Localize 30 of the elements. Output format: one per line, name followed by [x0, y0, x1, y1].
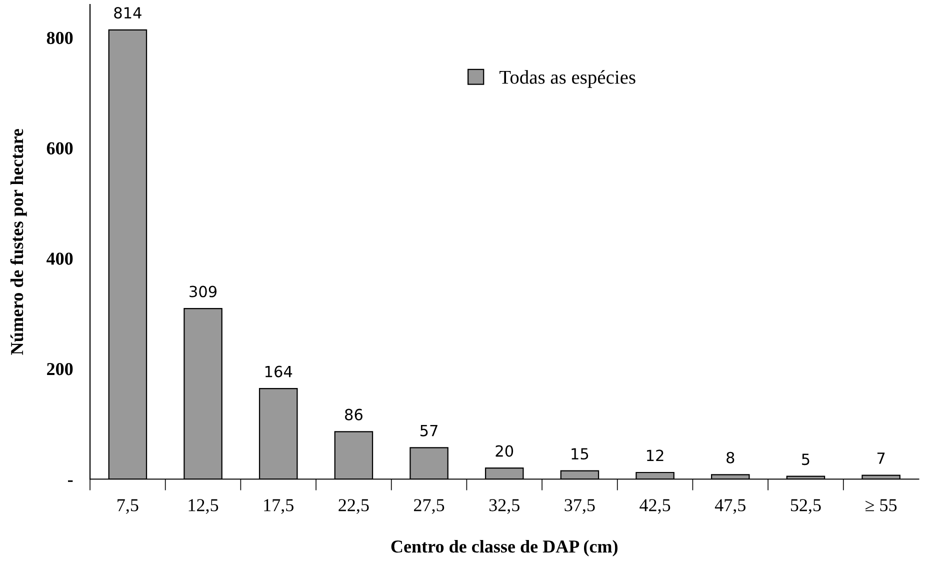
x-tick-label: 42,5 [640, 499, 670, 514]
x-tick-label: 37,5 [564, 499, 595, 514]
data-label: 5 [802, 454, 810, 466]
x-tick-label: 32,5 [489, 499, 520, 514]
y-tick-label: 400 [46, 252, 73, 265]
x-tick-label: 7,5 [118, 499, 138, 514]
y-axis-title: Número de fustes por hectare [10, 128, 27, 355]
legend-label: Todas as espécies [500, 70, 636, 88]
data-label: 814 [114, 7, 142, 19]
x-tick-label: 52,5 [790, 499, 821, 514]
data-label: 20 [496, 445, 514, 457]
y-tick-label: 800 [46, 32, 73, 44]
data-label: 15 [572, 448, 588, 460]
data-label: 57 [420, 425, 438, 436]
data-label: 7 [877, 452, 885, 464]
y-tick-label: - [68, 480, 73, 482]
data-label: 8 [726, 452, 734, 464]
x-axis-title: Centro de classe de DAP (cm) [391, 540, 618, 556]
x-tick-label: 22,5 [338, 499, 369, 514]
x-tick-label: 47,5 [714, 499, 746, 514]
data-label: 12 [647, 450, 664, 461]
data-label: 164 [265, 366, 292, 378]
x-tick-label: 17,5 [264, 499, 294, 514]
data-label: 309 [190, 286, 217, 298]
x-tick-label: 12,5 [188, 499, 218, 514]
data-label: 86 [345, 408, 362, 420]
y-tick-label: 200 [47, 363, 73, 376]
y-tick-label: 600 [46, 142, 73, 154]
x-tick-label: 27,5 [414, 499, 444, 514]
x-tick-label: ≥ 55 [866, 499, 897, 512]
